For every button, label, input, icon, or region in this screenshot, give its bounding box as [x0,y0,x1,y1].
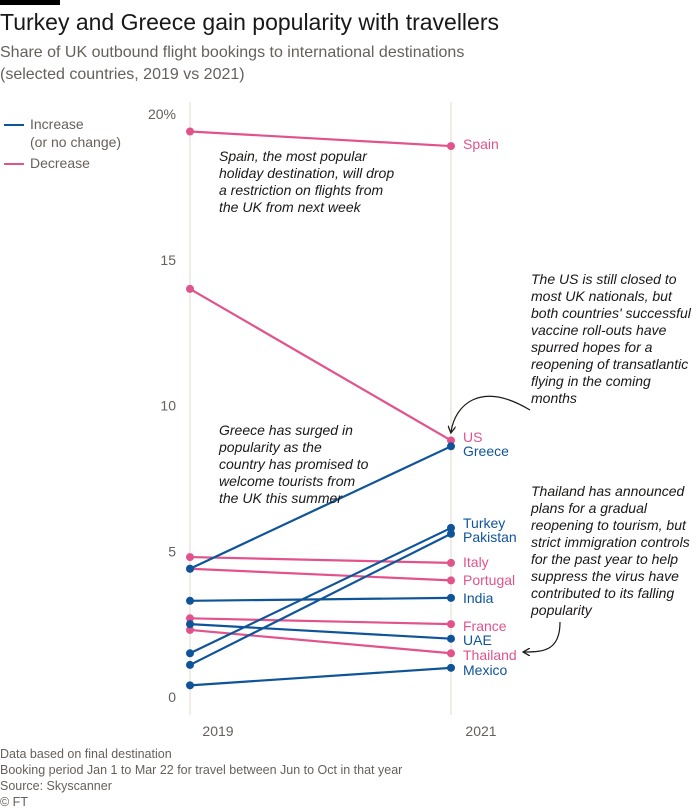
point-2019-spain [186,127,194,136]
point-2021-france [447,620,455,629]
footer: Data based on final destination Booking … [0,746,402,810]
series-label-france: France [463,618,507,634]
point-2021-greece [447,442,455,451]
footer-booking-period: Booking period Jan 1 to Mar 22 for trave… [0,763,403,777]
point-2021-pakistan [447,529,455,538]
series-label-us: US [463,429,482,445]
series-label-thailand: Thailand [463,647,517,663]
point-2019-greece [186,564,194,573]
series-label-spain: Spain [463,136,499,152]
series-line-uae [189,623,452,640]
y-tick-label-10: 10 [160,398,176,414]
point-2019-india [186,596,194,605]
series-line-thailand [189,628,452,655]
point-2021-us [447,436,455,445]
point-2019-mexico [186,681,194,690]
legend-item-decrease: Decrease [30,154,90,172]
series-label-pakistan: Pakistan [463,529,517,545]
us-annotation-arrow [451,395,531,432]
legend-swatch-increase [4,124,24,126]
chart-subtitle: Share of UK outbound flight bookings to … [0,44,465,83]
point-2019-us [186,284,194,293]
series-line-spain [189,130,452,148]
legend-label-increase: Increase [30,116,84,132]
legend-item-increase: Increase (or no change) [30,115,121,151]
point-2021-spain [447,142,455,151]
series-line-france [189,617,452,626]
legend-sublabel-increase: (or no change) [30,134,122,150]
series-line-portugal [189,567,452,582]
legend-label-decrease: Decrease [30,155,90,171]
y-tick-label-0: 0 [168,689,176,705]
series-label-turkey: Turkey [463,515,505,531]
x-tick-label-2019: 2019 [202,723,233,739]
series-label-mexico: Mexico [463,662,508,678]
thailand-annotation-arrow [524,621,561,652]
series-line-greece [189,445,452,570]
legend-swatch-decrease [4,163,24,165]
point-2021-uae [447,634,455,643]
series-label-italy: Italy [463,554,489,570]
thailand-annotation: Thailand has announced plans for a gradu… [531,483,690,618]
point-2019-pakistan [186,660,194,669]
point-2021-italy [447,558,455,567]
us-annotation: The US is still closed to most UK nation… [531,271,691,406]
series-label-greece: Greece [463,443,509,459]
series-line-us [189,287,452,442]
footer-note: Data based on final destination [0,747,172,761]
series-label-uae: UAE [463,632,492,648]
series-line-italy [189,555,452,565]
chart-title: Turkey and Greece gain popularity with t… [0,9,499,35]
y-tick-label-5: 5 [168,543,176,559]
y-tick-label-20: 20% [148,106,176,122]
greece-annotation: Greece has surged in popularity as the c… [219,422,369,506]
point-2021-portugal [447,576,455,585]
point-2021-thailand [447,649,455,658]
footer-source: Source: Skyscanner [0,779,112,793]
series-line-india [189,596,452,602]
spain-annotation: Spain, the most popular holiday destinat… [219,148,395,215]
point-2021-india [447,593,455,602]
ft-top-bar [0,0,60,5]
point-2019-turkey [186,649,194,658]
series-line-turkey [189,526,452,655]
point-2021-turkey [447,523,455,532]
series-label-portugal: Portugal [463,572,515,588]
point-2021-mexico [447,663,455,672]
point-2019-italy [186,553,194,562]
y-tick-label-15: 15 [160,252,176,268]
point-2019-france [186,614,194,623]
point-2019-thailand [186,625,194,634]
series-line-mexico [189,666,452,687]
series-label-india: India [463,590,494,606]
point-2019-uae [186,620,194,629]
footer-copyright: © FT [0,795,28,809]
x-tick-label-2021: 2021 [465,723,496,739]
